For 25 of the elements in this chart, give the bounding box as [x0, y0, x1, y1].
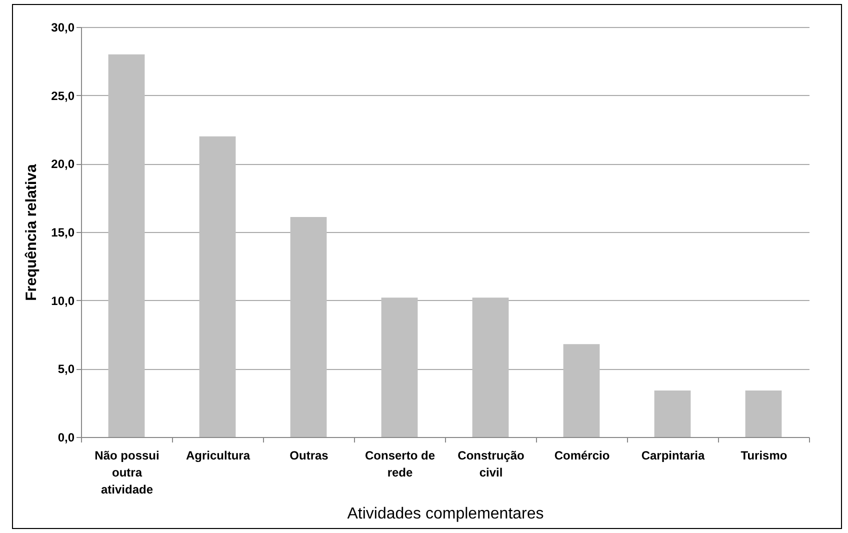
x-tick-label: Construção civil — [458, 448, 524, 480]
y-tick-label: 15,0 — [51, 226, 75, 240]
bar — [472, 298, 509, 437]
y-tick-label: 0,0 — [58, 430, 75, 444]
bar — [108, 54, 145, 437]
bar — [381, 298, 418, 437]
y-tick-label: 20,0 — [51, 157, 75, 172]
bar — [654, 390, 691, 437]
x-tick-label: Comércio — [554, 448, 610, 462]
bar — [290, 216, 327, 437]
y-tick-label: 25,0 — [51, 88, 75, 103]
x-tick-label: Carpintaria — [641, 448, 705, 462]
bar — [563, 344, 600, 437]
y-tick-label: 30,0 — [51, 20, 75, 34]
x-axis-title: Atividades complementares — [347, 506, 544, 522]
x-tick-label: Conserto de rede — [364, 448, 436, 480]
bar — [745, 390, 782, 437]
x-tick-label: Não possui outra atividade — [94, 448, 160, 496]
bar — [199, 136, 236, 437]
y-tick-label: 5,0 — [58, 362, 75, 376]
x-tick-label: Turismo — [740, 448, 788, 462]
y-axis-title: Frequência relativa — [23, 163, 40, 301]
x-tick-label: Agricultura — [186, 448, 250, 462]
x-tick-label: Outras — [290, 448, 329, 462]
y-tick-label: 10,0 — [51, 294, 75, 308]
